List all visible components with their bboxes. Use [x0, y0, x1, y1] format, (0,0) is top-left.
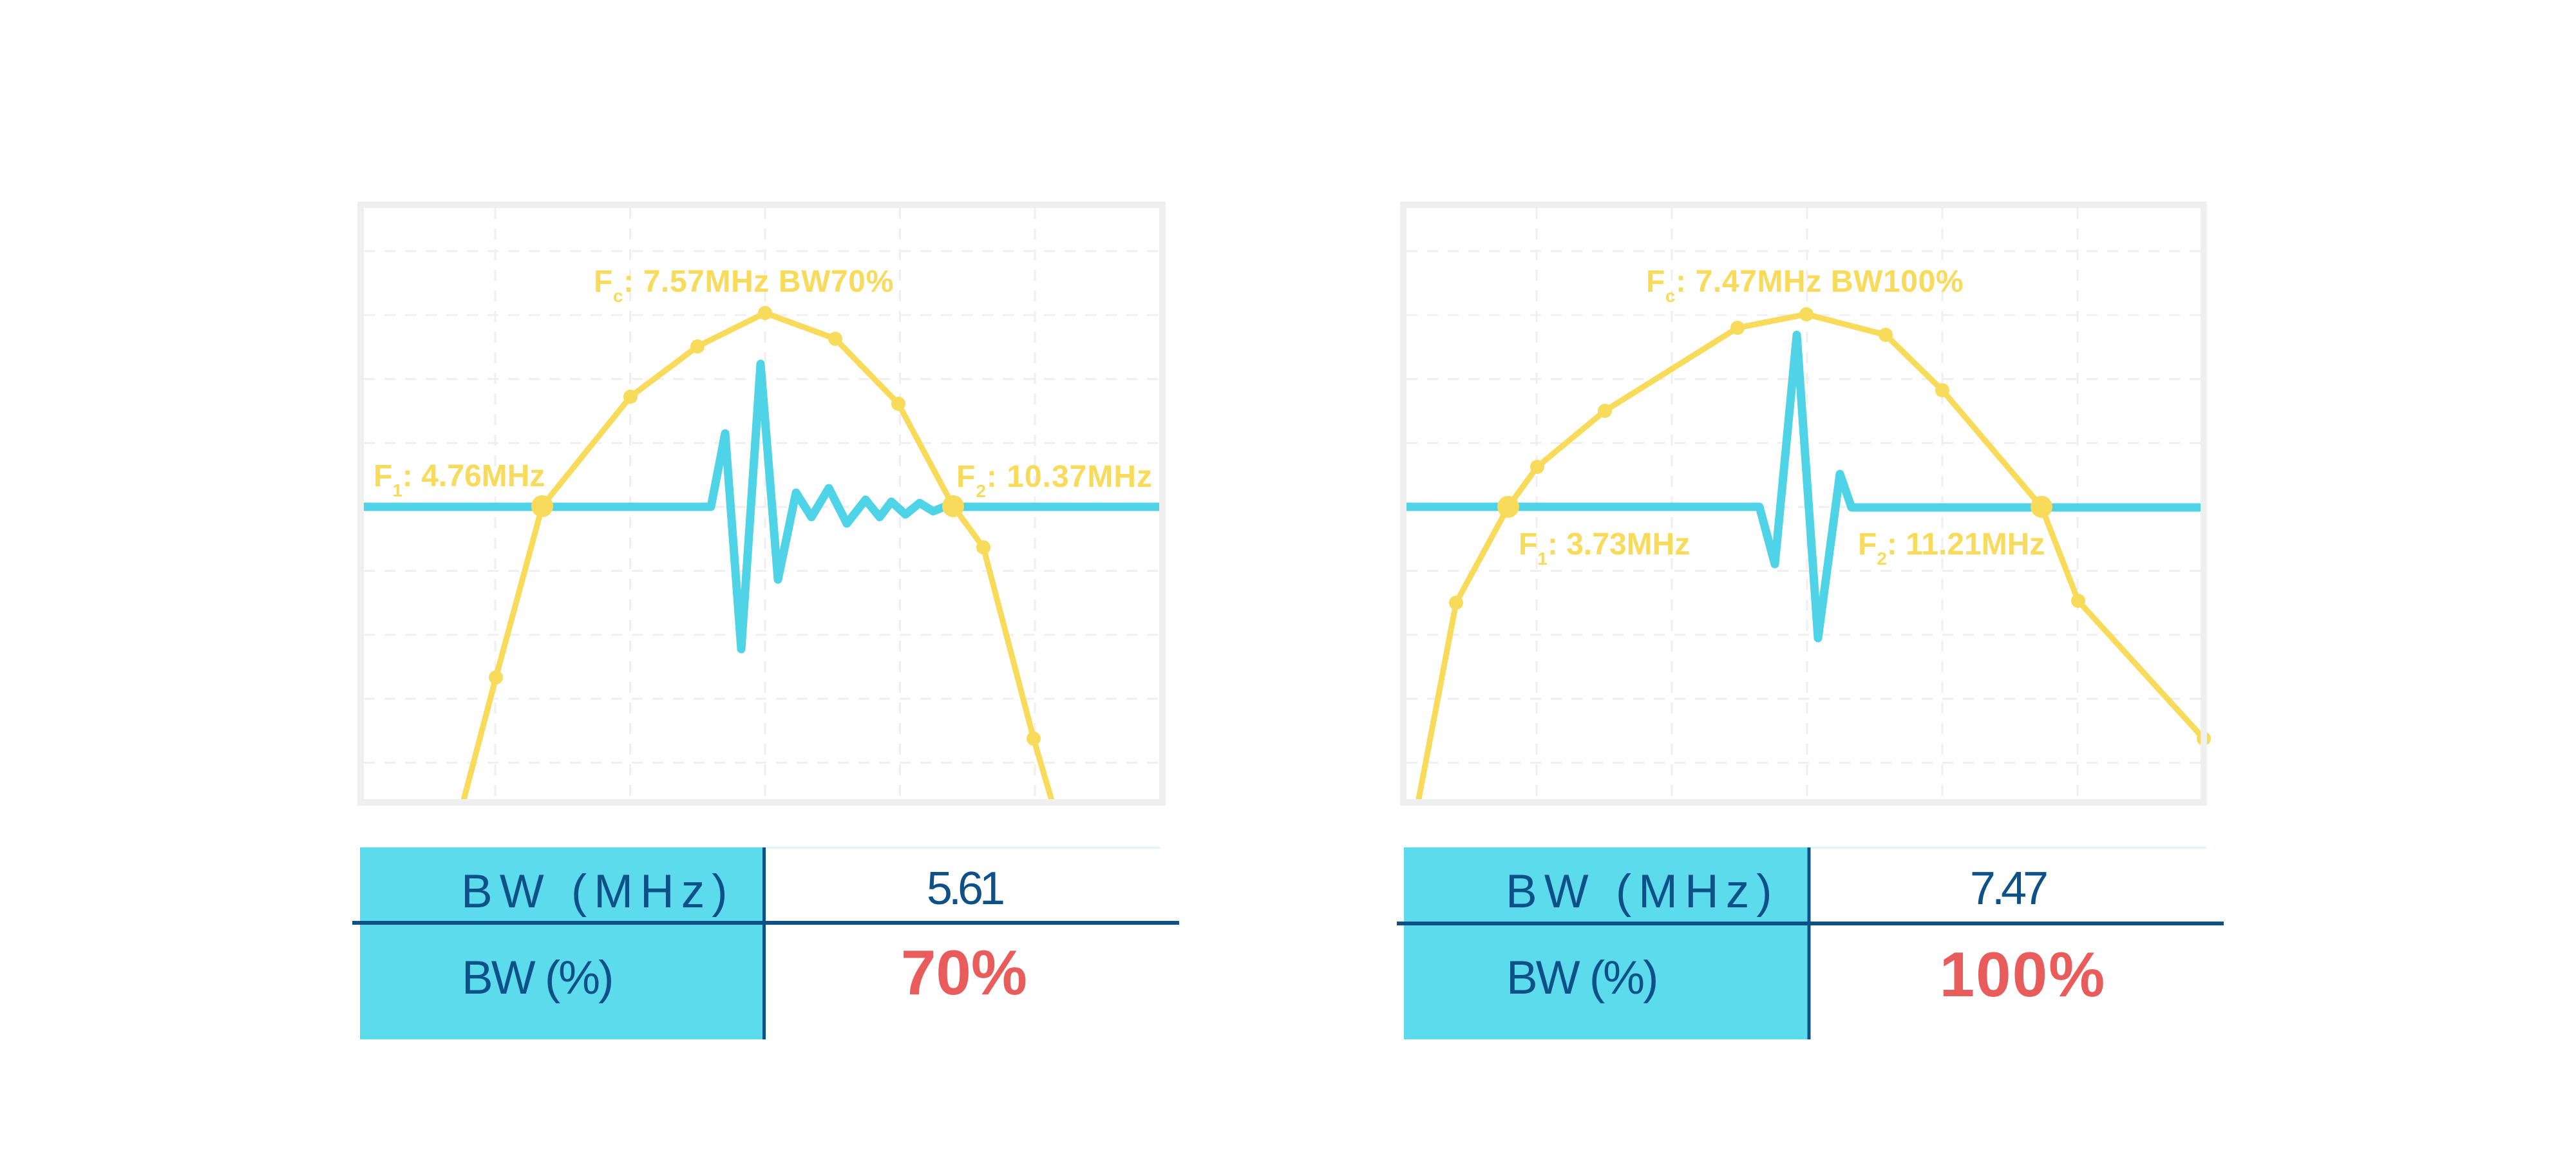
svg-text:BW (%): BW (%)	[462, 952, 612, 1004]
svg-text:BW (%): BW (%)	[1506, 952, 1656, 1004]
svg-text:BW (MHz): BW (MHz)	[461, 866, 735, 918]
svg-text:7.47: 7.47	[1970, 863, 2047, 914]
svg-text:100%: 100%	[1940, 939, 2107, 1010]
svg-text:BW (MHz): BW (MHz)	[1506, 866, 1779, 918]
svg-text:70%: 70%	[901, 937, 1027, 1008]
svg-text:5.61: 5.61	[927, 863, 1003, 914]
